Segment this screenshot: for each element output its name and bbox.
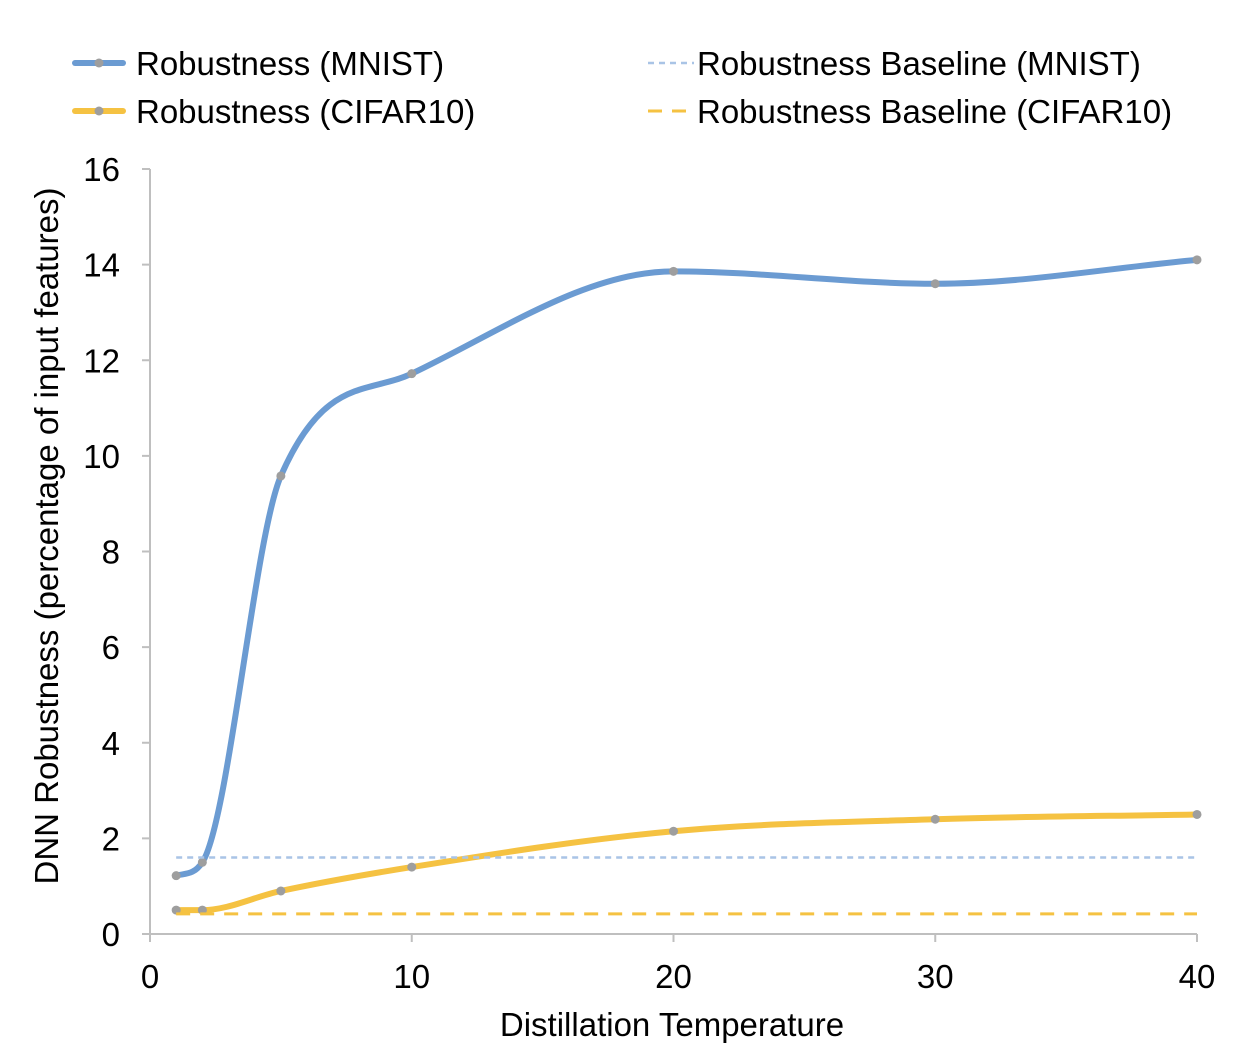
x-tick-label: 30 [917, 958, 954, 995]
robustness-cifar10-point [407, 862, 417, 872]
series-layer [171, 255, 1202, 916]
x-tick-label: 10 [393, 958, 430, 995]
robustness-mnist-point [407, 369, 417, 379]
robustness-mnist-line [173, 256, 1200, 879]
robustness-cifar10-point [171, 905, 181, 915]
y-tick-label: 0 [102, 916, 120, 953]
robustness-cifar10-line [173, 811, 1200, 914]
y-tick-label: 10 [83, 438, 120, 475]
legend-marker-robustness-mnist [94, 58, 104, 68]
legend: Robustness (MNIST) Robustness (CIFAR10) Ro… [72, 45, 1172, 130]
legend-marker-robustness-cifar10 [94, 106, 104, 116]
robustness-mnist-point [197, 857, 207, 867]
y-axis-title: DNN Robustness (percentage of input feat… [28, 187, 65, 884]
x-tick-label: 40 [1179, 958, 1216, 995]
legend-label-robustness-baseline-mnist: Robustness Baseline (MNIST) [697, 45, 1141, 82]
robustness-mnist-point [930, 279, 940, 289]
legend-label-robustness-cifar10: Robustness (CIFAR10) [136, 93, 475, 130]
robustness-mnist-point [669, 266, 678, 276]
y-tick-label: 6 [102, 629, 120, 666]
axes: 0 2 4 6 8 10 12 14 16 0 10 20 30 40 [83, 151, 1215, 995]
y-tick-label: 14 [83, 247, 120, 284]
robustness-cifar10-point [669, 826, 678, 836]
legend-label-robustness-mnist: Robustness (MNIST) [136, 45, 444, 82]
robustness-mnist-point [1192, 255, 1202, 265]
y-tick-label: 4 [102, 725, 120, 762]
robustness-cifar10-point [930, 814, 940, 824]
robustness-mnist-point [171, 871, 181, 881]
x-tick-label: 20 [655, 958, 692, 995]
x-tick-label: 0 [141, 958, 159, 995]
robustness-cifar10-point [276, 886, 286, 896]
robustness-cifar10-point [197, 905, 207, 915]
legend-label-robustness-baseline-cifar10: Robustness Baseline (CIFAR10) [697, 93, 1172, 130]
x-axis-title: Distillation Temperature [500, 1006, 844, 1043]
y-tick-label: 8 [102, 534, 120, 571]
y-tick-label: 2 [102, 820, 120, 857]
y-tick-label: 12 [83, 342, 120, 379]
robustness-cifar10-point [1192, 809, 1202, 819]
y-tick-label: 16 [83, 151, 120, 188]
robustness-mnist-point [276, 471, 286, 481]
